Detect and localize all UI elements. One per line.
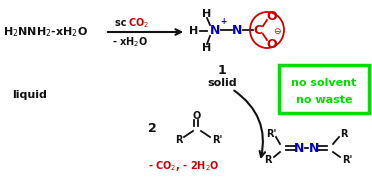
Text: 1: 1 [218, 64, 227, 77]
Text: R: R [340, 129, 348, 139]
Text: C: C [253, 23, 263, 36]
Text: O: O [267, 37, 277, 50]
Text: R: R [175, 135, 183, 145]
Text: N: N [294, 142, 304, 154]
Text: O: O [193, 111, 201, 121]
Text: R': R' [342, 155, 352, 165]
Text: sc: sc [115, 18, 130, 28]
Text: N: N [309, 142, 319, 154]
Text: H: H [202, 43, 212, 53]
Text: liquid: liquid [13, 90, 48, 100]
Text: O: O [267, 9, 277, 22]
Text: - xH$_2$O: - xH$_2$O [112, 35, 148, 49]
Text: R': R' [212, 135, 222, 145]
Text: N: N [232, 23, 242, 36]
Text: N: N [210, 23, 220, 36]
Text: H: H [202, 9, 212, 19]
Text: $\ominus$: $\ominus$ [273, 26, 281, 36]
Text: R': R' [266, 129, 276, 139]
Text: no waste: no waste [296, 95, 352, 105]
Text: 2: 2 [148, 122, 157, 135]
Text: H$_2$NNH$_2$-xH$_2$O: H$_2$NNH$_2$-xH$_2$O [3, 25, 88, 39]
FancyBboxPatch shape [279, 65, 369, 113]
Text: CO$_2$: CO$_2$ [128, 16, 149, 30]
Text: - CO$_2$, - 2H$_2$O: - CO$_2$, - 2H$_2$O [148, 159, 219, 173]
Text: H: H [189, 26, 199, 36]
Text: solid: solid [207, 78, 237, 88]
Text: +: + [220, 16, 226, 26]
Text: R: R [264, 155, 272, 165]
Text: no solvent: no solvent [291, 78, 357, 88]
